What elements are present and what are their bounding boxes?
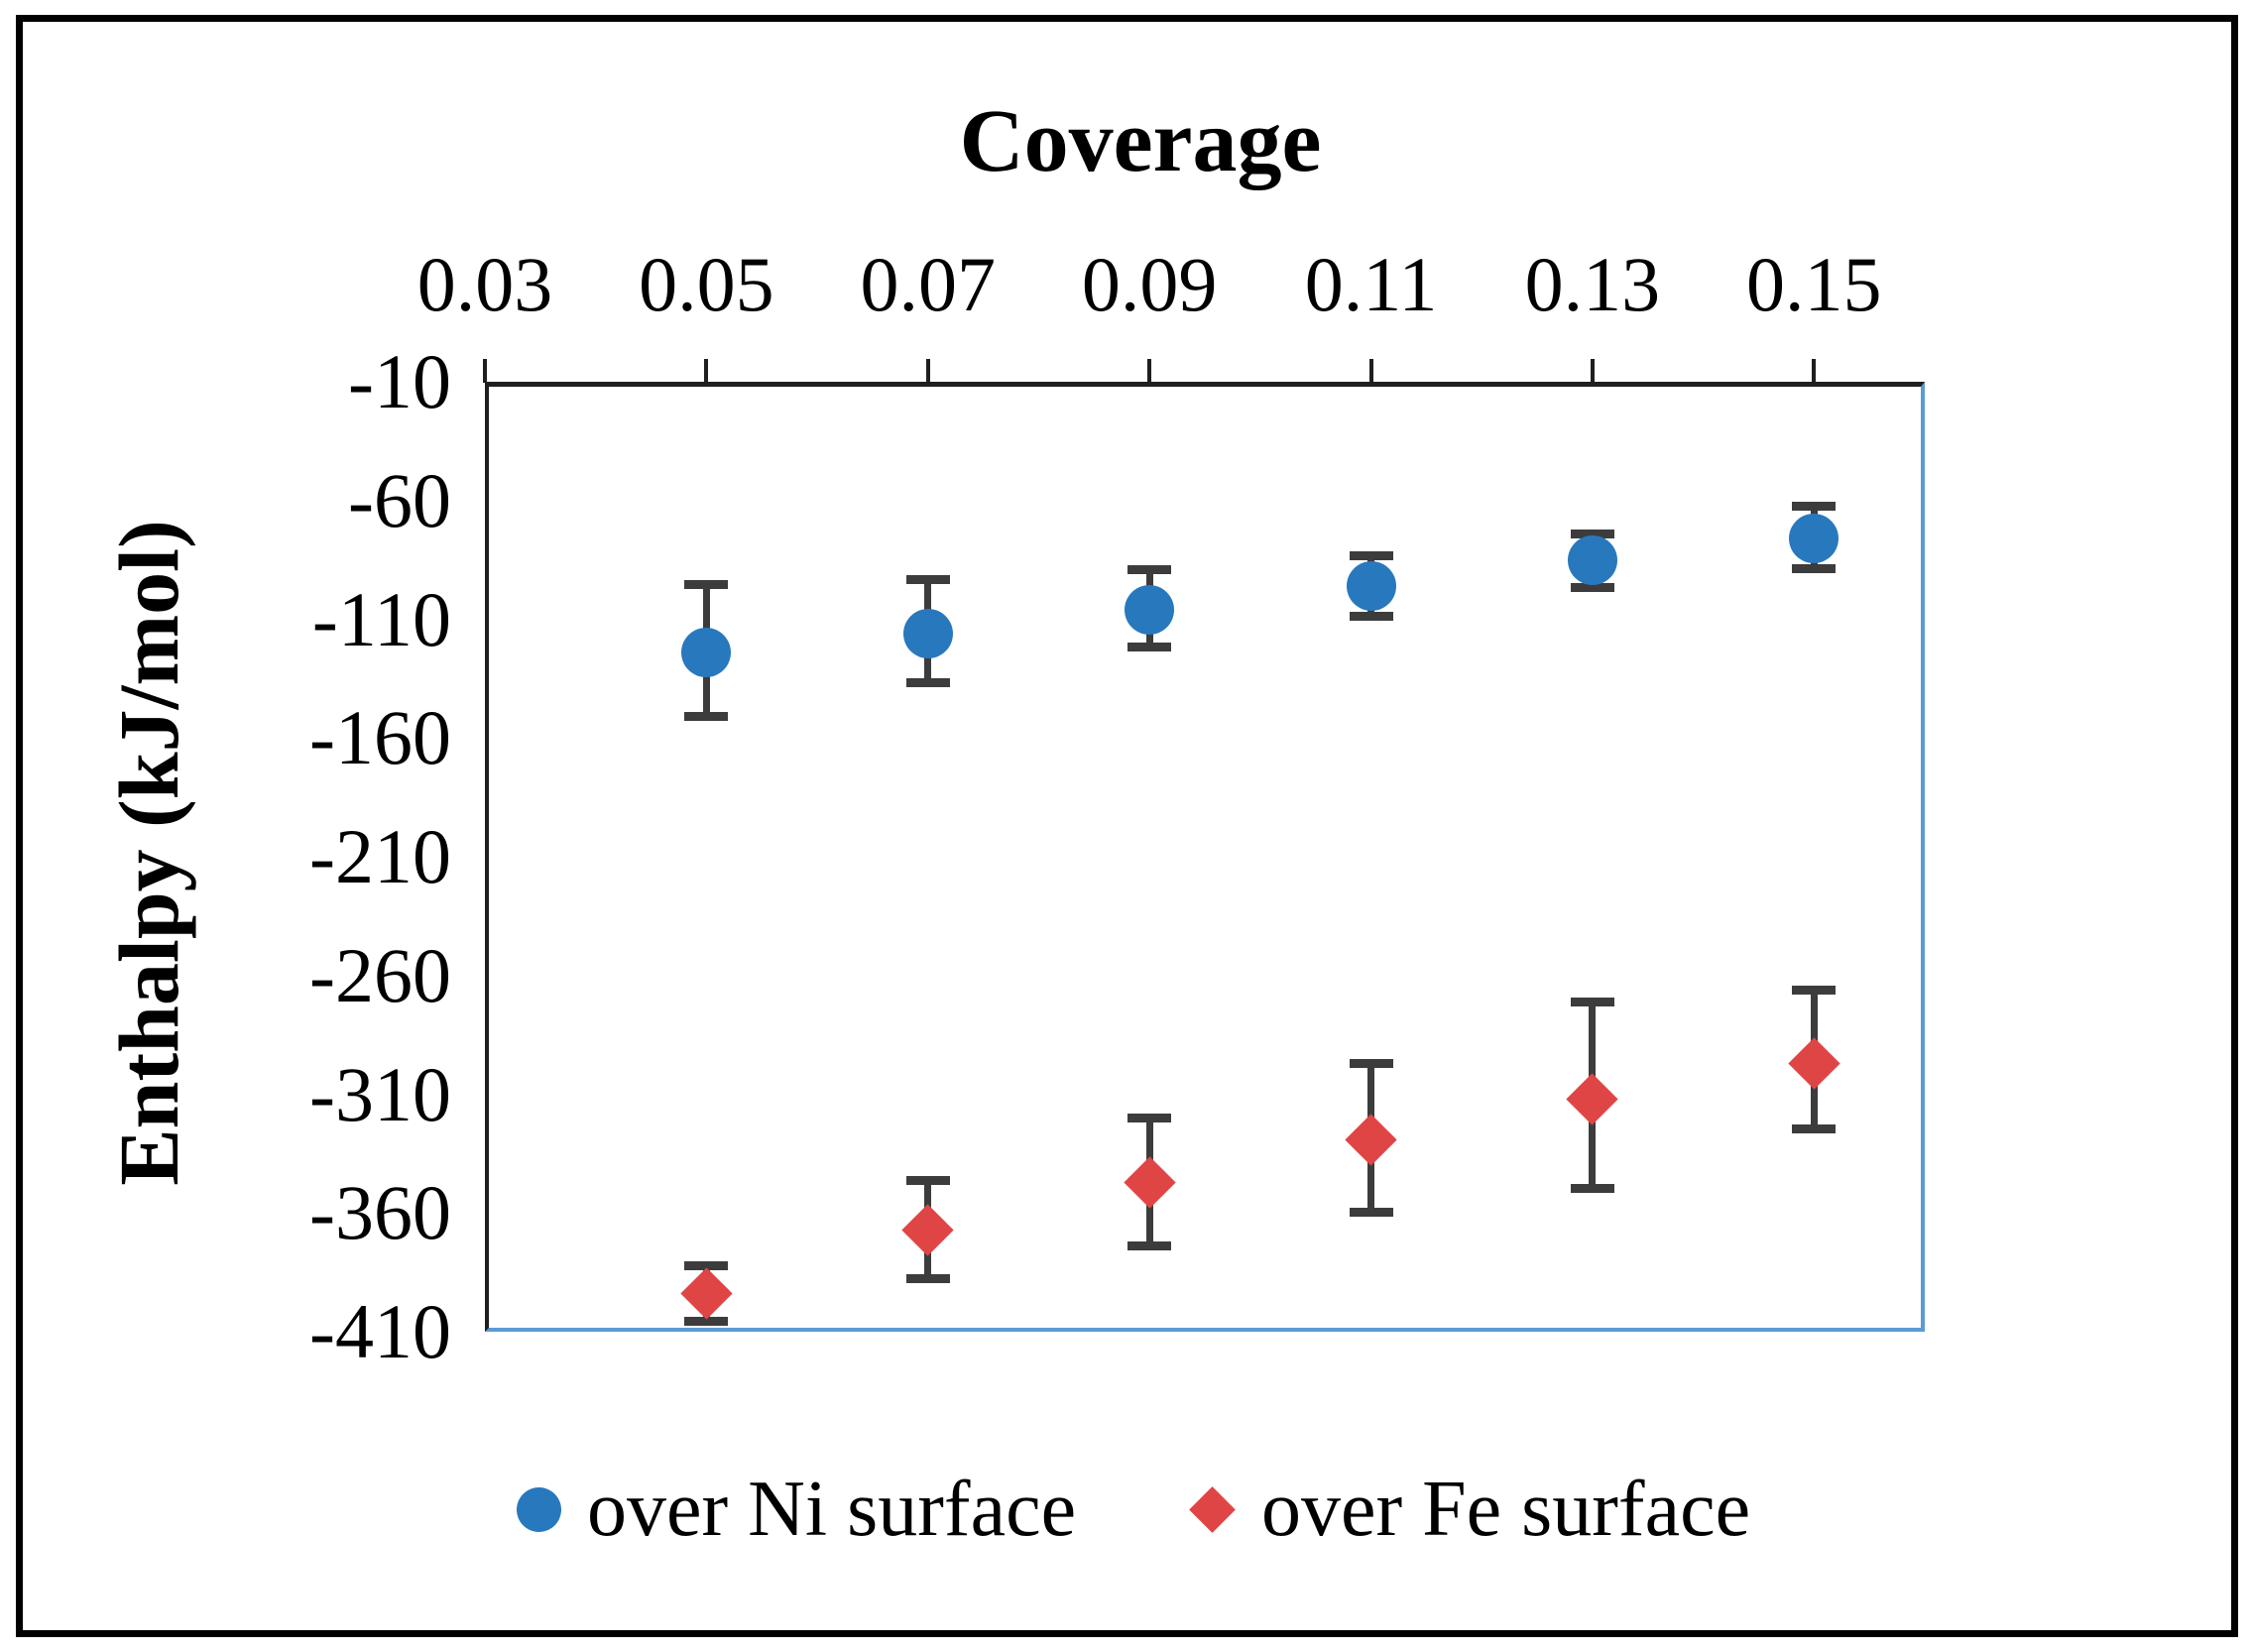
error-bar-cap-top-ni: [684, 579, 729, 589]
x-tick-label: 0.05: [639, 241, 774, 327]
x-tick-mark: [483, 359, 487, 383]
error-bar-cap-top-ni: [1792, 501, 1837, 511]
figure-border: [16, 15, 2238, 1637]
error-bar-cap-bottom-ni: [1570, 583, 1614, 593]
error-bar-cap-top-fe: [1127, 1114, 1172, 1123]
x-tick-label: 0.03: [416, 241, 553, 327]
error-bar-cap-bottom-fe: [1349, 1208, 1393, 1218]
y-tick-label: -110: [311, 575, 451, 662]
x-tick-label: 0.13: [1524, 241, 1661, 327]
error-bar-cap-bottom-fe: [1792, 1124, 1837, 1134]
error-bar-cap-top-ni: [1349, 550, 1393, 560]
error-bar-cap-bottom-ni: [1792, 564, 1837, 574]
legend-label-ni: over Ni surface: [587, 1466, 1077, 1553]
x-tick-label: 0.07: [860, 241, 997, 327]
error-bar-cap-top-ni: [1127, 565, 1172, 575]
x-tick-label: 0.15: [1746, 241, 1882, 327]
error-bar-cap-bottom-fe: [1570, 1184, 1614, 1194]
legend-marker-circle-icon: [517, 1487, 561, 1532]
error-bar-cap-bottom-ni: [1349, 612, 1393, 622]
y-tick-label: -310: [309, 1050, 451, 1137]
x-tick-mark: [1147, 359, 1152, 383]
error-bar-cap-top-ni: [905, 574, 950, 584]
error-bar-cap-top-fe: [1792, 986, 1837, 996]
y-tick-label: -360: [309, 1169, 451, 1256]
y-tick-label: -10: [348, 338, 451, 424]
chart-title: Coverage: [959, 92, 1322, 190]
x-tick-label: 0.09: [1081, 241, 1218, 327]
error-bar-cap-bottom-fe: [1127, 1240, 1172, 1250]
data-point-ni: [681, 628, 732, 678]
data-point-ni: [1567, 534, 1617, 585]
y-tick-label: -160: [309, 694, 451, 781]
y-tick-label: -260: [309, 931, 451, 1018]
error-bar-cap-top-fe: [684, 1260, 729, 1270]
y-tick-label: -410: [309, 1288, 451, 1374]
error-bar-cap-bottom-ni: [1127, 643, 1172, 652]
error-bar-cap-top-ni: [1570, 530, 1614, 539]
error-bar-cap-bottom-ni: [905, 678, 950, 688]
y-tick-label: -60: [348, 456, 451, 543]
y-tick-label: -210: [309, 813, 451, 899]
error-bar-cap-top-fe: [1570, 998, 1614, 1007]
legend-label-fe: over Fe surface: [1261, 1466, 1751, 1553]
x-tick-mark: [704, 359, 709, 383]
data-point-ni: [1125, 584, 1175, 635]
error-bar-cap-top-fe: [905, 1175, 950, 1185]
x-tick-label: 0.11: [1304, 241, 1438, 327]
data-point-ni: [1346, 560, 1396, 611]
error-bar-cap-bottom-fe: [905, 1274, 950, 1284]
x-tick-mark: [1368, 359, 1373, 383]
data-point-ni: [1789, 514, 1839, 564]
error-bar-cap-bottom-ni: [684, 711, 729, 721]
x-tick-mark: [1590, 359, 1595, 383]
error-bar-cap-bottom-fe: [684, 1317, 729, 1327]
x-tick-mark: [1812, 359, 1817, 383]
x-tick-mark: [925, 359, 930, 383]
error-bar-cap-top-fe: [1349, 1059, 1393, 1069]
plot-area: [485, 382, 1925, 1332]
data-point-ni: [902, 608, 953, 658]
